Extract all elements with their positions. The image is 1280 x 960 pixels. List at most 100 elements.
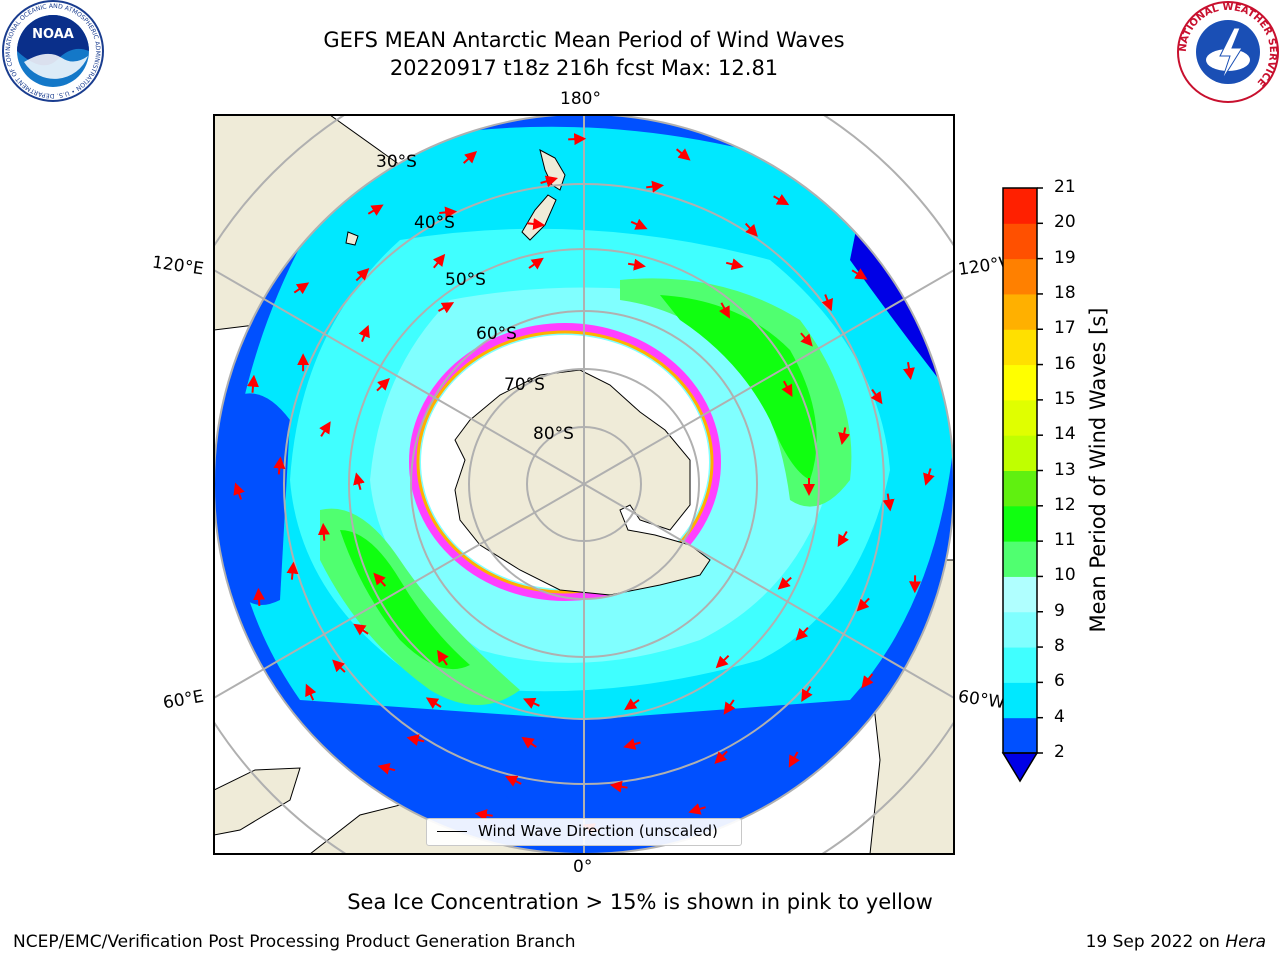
wind-arrow [870,388,883,405]
tasmania [345,231,359,246]
wind-arrow [861,673,874,689]
lon-label-0: 0° [573,857,593,877]
wind-arrow [882,493,895,512]
colorbar-tick-label: 11 [1054,530,1076,551]
wind-arrow [521,736,537,749]
wind-arrow [744,222,758,237]
wind-arrow [568,133,587,146]
wind-arrow [367,204,384,216]
colorbar-swatch [1003,399,1037,436]
colorbar-tick-label: 21 [1054,177,1076,197]
wind-arrow [528,257,544,270]
sea-ice-note: Sea Ice Concentration > 15% is shown in … [347,890,933,914]
colorbar-tick-label: 17 [1054,318,1076,339]
colorbar-swatch [1003,470,1037,507]
colorbar-swatch [1003,647,1037,683]
chart-title: GEFS MEAN Antarctic Mean Period of Wind … [323,28,845,52]
wind-arrow [505,775,522,787]
wind-arrow [624,698,640,711]
credit-right: 19 Sep 2022 on Hera [1086,932,1266,952]
nws-logo: NATIONAL WEATHER SERVICE [1177,1,1279,103]
wind-arrow [821,294,833,312]
wind-arrow [688,803,706,815]
wind-arrow [801,685,813,702]
wind-arrow [247,374,259,393]
wind-arrow [903,362,915,381]
wind-arrow [856,597,870,612]
wind-arrow [725,258,744,271]
colorbar-tick-label: 18 [1054,282,1076,303]
credit-date: 19 Sep 2022 on [1085,932,1226,952]
noaa-logo: NATIONAL OCEANIC AND ATMOSPHERIC ADMINIS… [2,0,104,102]
colorbar-swatch [1003,223,1037,260]
lat-label-50s: 50°S [445,270,486,290]
wind-arrow [851,268,868,280]
wind-arrow [623,738,641,750]
wind-arrow [777,576,792,590]
wind-arrow [723,699,736,715]
wind-arrow [609,780,628,793]
colorbar-swatch [1003,364,1037,401]
wind-arrows [233,133,935,835]
colorbar-tick-label: 4 [1054,706,1065,727]
new-zealand-south [521,194,557,241]
wind-arrow [432,253,446,269]
wind-arrow [377,762,396,775]
colorbar-tick-label: 10 [1054,565,1076,586]
wind-arrow [253,587,266,606]
wind-arrow [773,194,790,206]
wind-arrow [439,206,458,219]
wind-arrow [781,380,793,397]
colorbar-tick-label: 8 [1054,636,1065,657]
wind-arrow [332,659,346,673]
colorbar-tick-label: 9 [1054,600,1065,621]
graticule [214,115,954,854]
wind-arrow [233,482,245,500]
colorbar-tick-label: 20 [1054,212,1076,233]
colorbar-swatch [1003,611,1037,648]
colorbar-tick-label: 6 [1054,671,1065,692]
colorbar [1001,187,1043,783]
colorbar-swatch [1003,293,1037,330]
wind-arrow [627,258,646,271]
legend-line [437,831,467,832]
wind-arrow [353,472,365,491]
colorbar-under-triangle [1003,753,1037,781]
colorbar-tick-label: 12 [1054,494,1076,515]
colorbar-swatch [1003,682,1037,719]
wind-arrow [923,468,935,486]
wind-arrow [286,561,299,580]
colorbar-swatch [1003,717,1037,754]
new-zealand-north [539,149,566,191]
wind-arrow [630,218,648,230]
wind-arrow [540,175,558,188]
wind-arrow [358,324,370,342]
wind-arrow [788,751,800,768]
wind-arrow [305,683,317,701]
colorbar-tick-label: 13 [1054,459,1076,480]
colorbar-tick-label: 16 [1054,353,1076,374]
wind-arrow [795,627,809,641]
wind-arrow [463,150,478,164]
colorbar-swatch [1003,505,1037,542]
colorbar-swatch [1003,188,1037,224]
wind-arrow [474,809,493,821]
wind-arrow [718,302,730,319]
colorbar-swatch [1003,435,1037,471]
wind-arrow [838,427,850,445]
credit-host: Hera [1225,932,1266,952]
wind-arrow [523,697,540,709]
wind-arrow [317,522,330,541]
colorbar-tick-label: 15 [1054,388,1076,409]
wind-arrow [376,378,390,392]
lat-label-40s: 40°S [414,213,455,233]
colorbar-swatch [1003,258,1037,295]
wind-arrow [800,332,813,347]
wind-arrow [438,302,455,314]
wind-arrow [355,268,370,282]
colorbar-tick-label: 2 [1054,742,1065,762]
colorbar-swatch [1003,576,1037,613]
colorbar-title: Mean Period of Wind Waves [s] [1086,307,1110,633]
colorbar-swatch [1003,329,1037,366]
